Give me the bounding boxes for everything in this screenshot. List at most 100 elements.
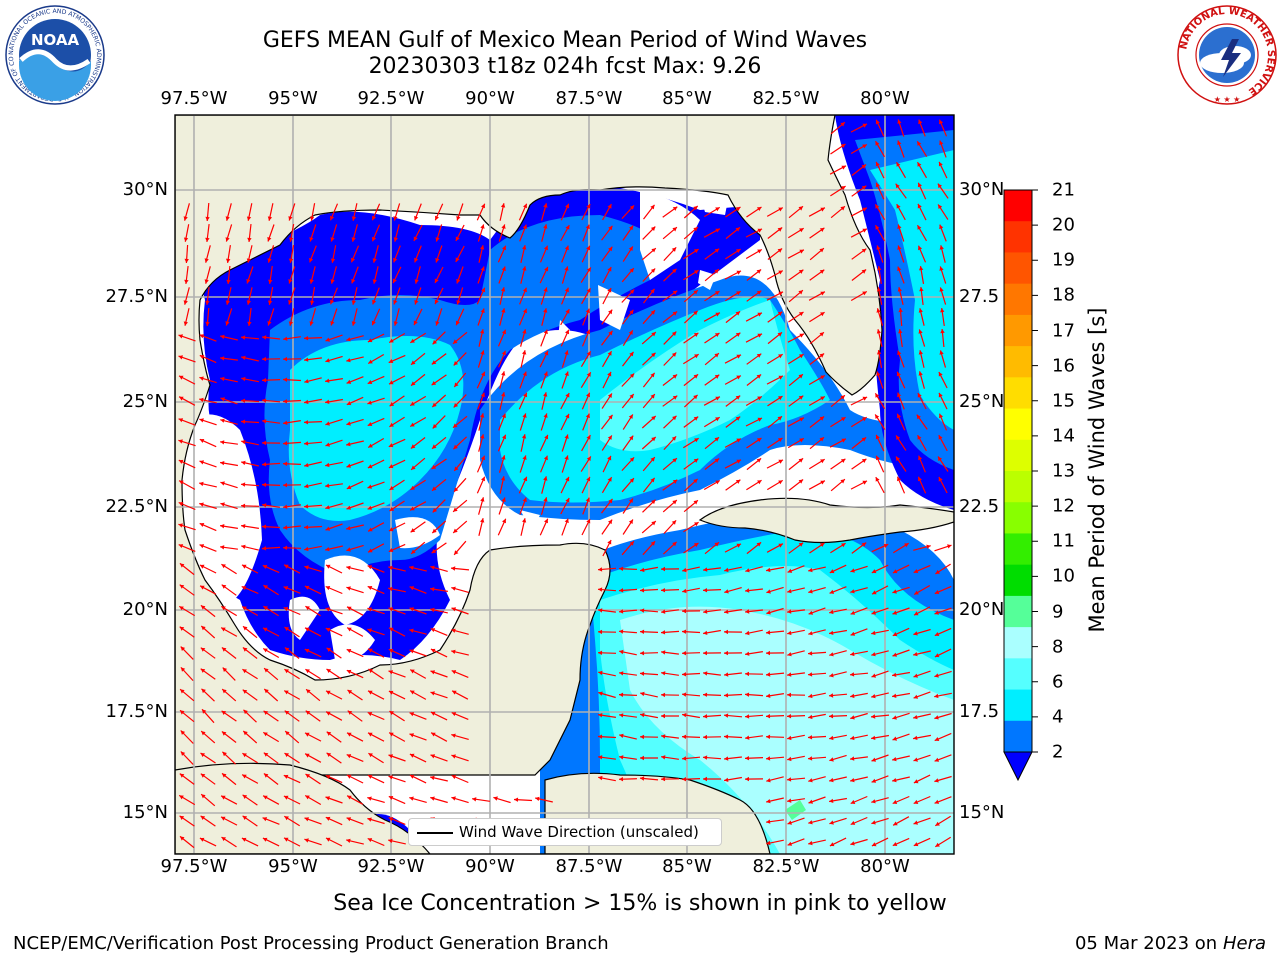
wave-direction-arrow <box>409 690 427 700</box>
wave-direction-arrow <box>520 350 527 368</box>
wave-direction-arrow <box>788 353 804 365</box>
wave-direction-arrow <box>642 499 656 513</box>
wave-direction-arrow <box>874 414 886 430</box>
wave-direction-arrow <box>499 308 506 326</box>
wave-direction-arrow <box>788 457 804 471</box>
wave-direction-arrow <box>808 587 826 594</box>
wave-direction-arrow <box>898 307 903 327</box>
wave-direction-arrow <box>703 567 721 572</box>
wave-direction-arrow <box>183 308 190 326</box>
wave-direction-arrow <box>414 245 422 263</box>
wave-direction-arrow <box>430 775 448 782</box>
wave-direction-arrow <box>326 668 342 680</box>
wave-direction-arrow <box>937 456 949 472</box>
wave-direction-arrow <box>642 226 656 240</box>
wave-direction-arrow <box>179 626 195 638</box>
wave-direction-arrow <box>787 650 805 657</box>
wave-direction-arrow <box>897 140 905 158</box>
wave-direction-arrow <box>221 584 237 596</box>
wave-direction-arrow <box>934 796 952 804</box>
wave-direction-arrow <box>917 245 927 263</box>
wave-direction-arrow <box>622 498 634 514</box>
wave-direction-arrow <box>199 544 217 552</box>
wave-direction-arrow <box>618 692 638 697</box>
sea-ice-note: Sea Ice Concentration > 15% is shown in … <box>333 891 947 916</box>
wave-direction-arrow <box>874 392 886 410</box>
colorbar-swatch <box>1004 252 1032 285</box>
right-tick-label: 15°N <box>959 802 1005 823</box>
wave-direction-arrow <box>221 731 237 743</box>
wave-direction-arrow <box>220 481 238 489</box>
wave-direction-arrow <box>830 542 846 554</box>
wave-direction-arrow <box>262 335 280 340</box>
wave-direction-arrow <box>434 287 444 305</box>
wave-direction-arrow <box>851 458 867 470</box>
wave-direction-arrow <box>221 772 237 786</box>
wave-direction-arrow <box>602 539 612 557</box>
wave-direction-arrow <box>325 461 343 468</box>
wave-direction-arrow <box>851 436 867 450</box>
wave-direction-arrow <box>262 837 280 847</box>
wave-direction-arrow <box>681 651 701 656</box>
wave-direction-arrow <box>766 797 784 804</box>
wave-direction-arrow <box>325 607 343 615</box>
wave-direction-arrow <box>643 288 655 304</box>
colorbar-swatch <box>1004 439 1032 472</box>
wave-direction-arrow <box>702 588 722 593</box>
wave-direction-arrow <box>913 795 931 805</box>
wave-direction-arrow <box>892 733 910 741</box>
wave-direction-arrow <box>413 308 423 326</box>
wave-direction-arrow <box>766 693 784 698</box>
run-stamp: 05 Mar 2023 on Hera <box>1075 933 1266 954</box>
wave-direction-arrow <box>681 777 701 782</box>
wave-direction-arrow <box>897 350 905 368</box>
wave-direction-arrow <box>410 373 426 387</box>
wave-direction-arrow <box>199 397 217 404</box>
wave-direction-arrow <box>456 287 464 305</box>
wave-direction-arrow <box>807 651 827 656</box>
wave-direction-arrow <box>346 480 364 490</box>
wave-direction-arrow <box>519 413 527 431</box>
wave-direction-arrow <box>622 309 634 325</box>
wave-direction-arrow <box>561 266 569 284</box>
wave-direction-arrow <box>430 648 448 658</box>
wave-direction-arrow <box>263 605 279 617</box>
wave-direction-arrow <box>917 182 927 200</box>
wave-direction-arrow <box>897 266 905 284</box>
wave-direction-arrow <box>871 797 889 804</box>
wave-direction-arrow <box>876 245 884 263</box>
wave-direction-arrow <box>326 731 342 743</box>
wave-direction-arrow <box>896 371 906 389</box>
wave-direction-arrow <box>702 734 722 740</box>
wave-direction-arrow <box>662 311 678 323</box>
wave-direction-arrow <box>938 371 948 389</box>
wave-direction-arrow <box>199 837 217 847</box>
wave-direction-arrow <box>934 754 952 762</box>
wave-direction-arrow <box>409 753 427 763</box>
wave-direction-arrow <box>346 586 364 594</box>
wave-direction-arrow <box>288 203 296 221</box>
wave-direction-arrow <box>388 648 406 658</box>
wave-direction-arrow <box>683 332 699 344</box>
wave-direction-arrow <box>261 546 281 551</box>
wave-direction-arrow <box>850 123 868 133</box>
wave-direction-arrow <box>876 287 883 305</box>
wave-direction-arrow <box>746 290 762 302</box>
wave-direction-arrow <box>478 245 485 263</box>
colorbar-swatch <box>1004 190 1032 222</box>
wave-direction-arrow <box>621 289 635 303</box>
wave-direction-arrow <box>200 793 216 807</box>
field-contour <box>785 800 806 820</box>
wave-direction-arrow <box>435 245 443 263</box>
wave-direction-arrow <box>367 353 385 365</box>
wave-direction-arrow <box>539 266 549 284</box>
wave-direction-arrow <box>808 566 826 573</box>
wave-direction-arrow <box>326 647 342 659</box>
wave-direction-arrow <box>221 647 237 659</box>
wave-direction-arrow <box>601 309 613 325</box>
wave-direction-arrow <box>284 668 300 680</box>
wave-direction-arrow <box>346 774 364 784</box>
wave-direction-arrow <box>934 670 952 678</box>
wave-direction-arrow <box>702 692 722 697</box>
wave-direction-arrow <box>246 287 253 305</box>
